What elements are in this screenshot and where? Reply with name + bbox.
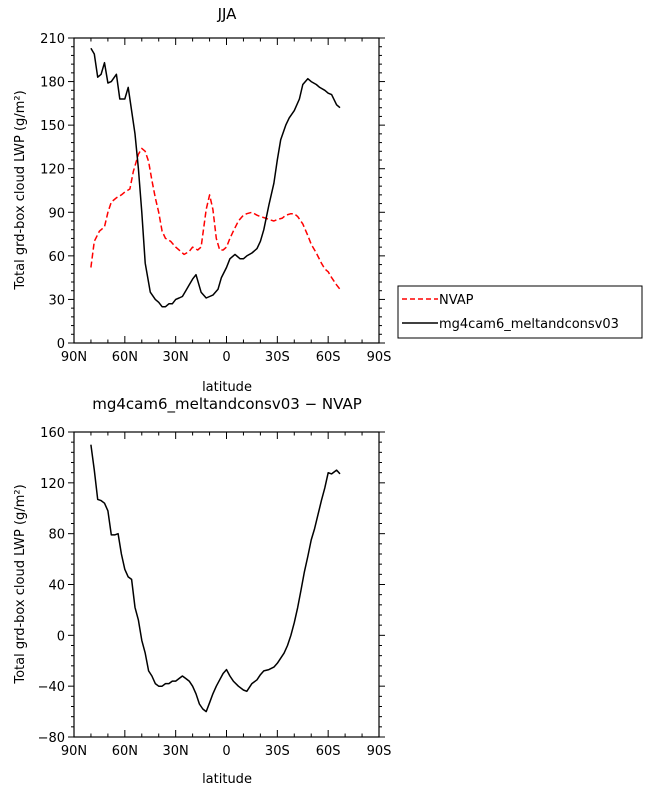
bottom-x-tick-label: 0 xyxy=(222,744,230,759)
top-series-line-nvap xyxy=(90,147,341,290)
top-series-line-mg4cam6-meltandconsv03 xyxy=(90,47,341,308)
bottom-y-tick-label: −40 xyxy=(38,680,65,695)
top-chart-title: JJA xyxy=(217,5,238,23)
legend-label-nvap: NVAP xyxy=(439,293,474,308)
legend-label-model: mg4cam6_meltandconsv03 xyxy=(439,317,619,332)
bottom-x-tick-label: 90S xyxy=(367,744,392,759)
top-y-tick-label: 120 xyxy=(40,163,65,178)
bottom-y-tick-label: 40 xyxy=(48,579,65,594)
bottom-y-tick-label: 160 xyxy=(40,426,65,441)
bottom-y-tick-label: 0 xyxy=(57,629,65,644)
top-x-tick-label: 90S xyxy=(367,350,392,365)
bottom-y-axis-label: Total grd-box cloud LWP (g/m²) xyxy=(13,484,28,684)
top-x-tick-label: 30S xyxy=(265,350,290,365)
top-x-tick-label: 60S xyxy=(316,350,341,365)
top-y-tick-label: 90 xyxy=(48,206,65,221)
top-y-tick-label: 150 xyxy=(40,119,65,134)
bottom-x-tick-label: 60N xyxy=(112,744,138,759)
bottom-x-tick-label: 30N xyxy=(163,744,189,759)
legend-box xyxy=(397,285,643,339)
bottom-series-line-diff-0 xyxy=(90,444,341,713)
legend: NVAP mg4cam6_meltandconsv03 xyxy=(397,285,643,339)
top-x-tick-label: 30N xyxy=(163,350,189,365)
bottom-x-tick-label: 30S xyxy=(265,744,290,759)
bottom-plot-frame xyxy=(73,431,380,738)
top-y-tick-label: 0 xyxy=(57,337,65,352)
bottom-y-tick-label: 120 xyxy=(40,477,65,492)
top-x-tick-label: 0 xyxy=(222,350,230,365)
bottom-y-tick-label: 80 xyxy=(48,528,65,543)
top-panel: JJA 90N 60N 30N 0 30S 60S 90S 0 30 60 90 120 150 180 2… xyxy=(13,5,391,395)
bottom-x-tick-label: 90N xyxy=(61,744,87,759)
top-y-tick-label: 210 xyxy=(40,32,65,47)
top-y-tick-label: 30 xyxy=(48,293,65,308)
top-x-tick-label: 60N xyxy=(112,350,138,365)
top-y-tick-label: 180 xyxy=(40,76,65,91)
bottom-panel: mg4cam6_meltandconsv03 − NVAP 90N 60N 30N 0… xyxy=(13,395,391,787)
top-x-axis-label: latitude xyxy=(202,380,252,395)
bottom-chart-title: mg4cam6_meltandconsv03 − NVAP xyxy=(92,395,362,414)
top-x-tick-label: 90N xyxy=(61,350,87,365)
top-y-tick-label: 60 xyxy=(48,250,65,265)
bottom-x-tick-label: 60S xyxy=(316,744,341,759)
top-plot-frame xyxy=(73,37,380,344)
bottom-y-tick-label: −80 xyxy=(38,731,65,746)
bottom-x-axis-label: latitude xyxy=(202,772,252,787)
top-y-axis-label: Total grd-box cloud LWP (g/m²) xyxy=(13,90,28,290)
